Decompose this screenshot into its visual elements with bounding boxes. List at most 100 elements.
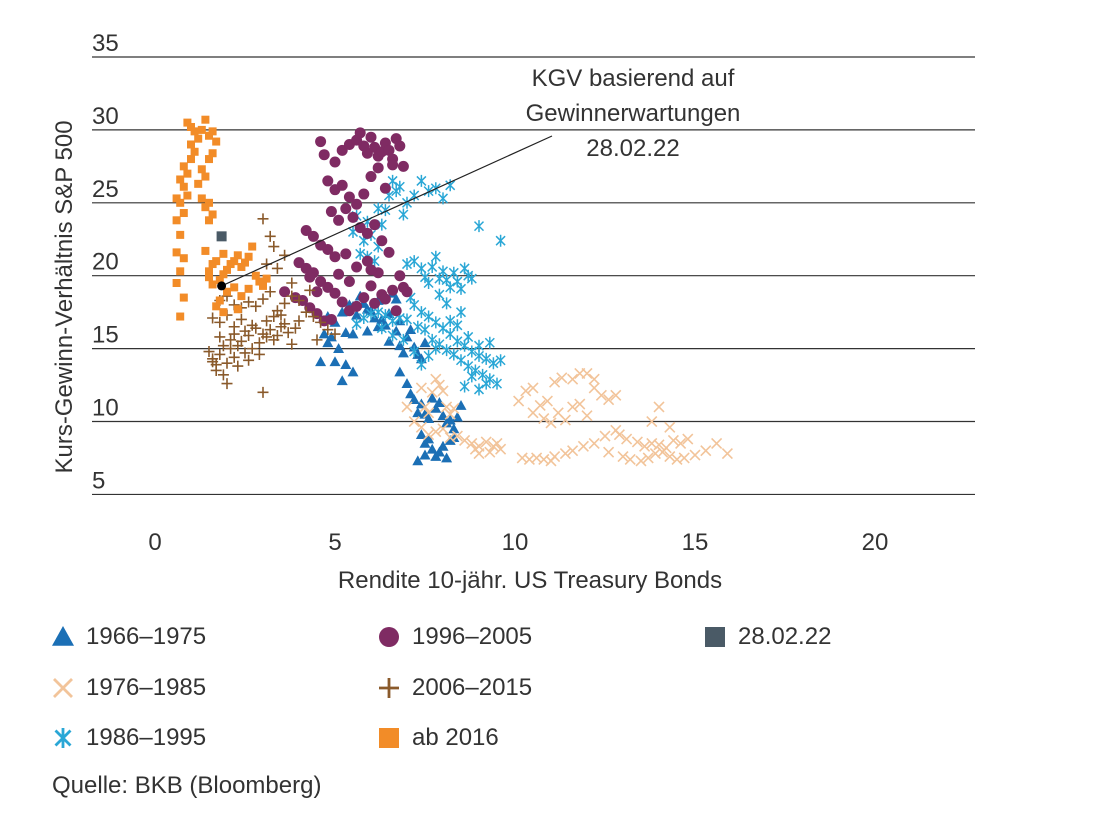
- point-square: [205, 198, 213, 207]
- point-triangle: [315, 356, 327, 367]
- point-x: [613, 429, 625, 441]
- point-plus: [261, 331, 273, 343]
- point-plus: [264, 230, 276, 242]
- point-triangle: [423, 433, 435, 444]
- legend-circle-icon: [379, 627, 399, 647]
- point-x: [531, 452, 543, 464]
- point-square: [179, 162, 188, 171]
- y-axis-title: Kurs-Gewinn-Verhältnis S&P 500: [51, 120, 78, 473]
- point-plus: [210, 364, 222, 376]
- point-asterisk: [452, 335, 463, 348]
- point-asterisk: [416, 174, 427, 187]
- point-x: [495, 443, 507, 455]
- series-1996–2005: [279, 127, 413, 327]
- point-square: [201, 246, 210, 255]
- point-square: [179, 182, 188, 191]
- point-plus: [243, 329, 255, 341]
- point-square: [187, 140, 195, 149]
- point-square: [223, 287, 231, 296]
- point-x: [581, 367, 593, 379]
- point-x: [469, 443, 481, 455]
- point-triangle: [351, 309, 363, 320]
- point-x: [491, 437, 503, 449]
- point-asterisk: [491, 377, 503, 390]
- point-asterisk: [358, 311, 369, 324]
- point-plus: [214, 348, 226, 360]
- series-1986–1995: [347, 174, 506, 396]
- point-x: [653, 401, 665, 413]
- point-x: [408, 415, 420, 428]
- point-plus: [232, 360, 244, 372]
- point-plus: [221, 357, 233, 369]
- point-plus: [264, 324, 276, 336]
- x-tick-label: 10: [502, 529, 529, 556]
- point-plus: [253, 337, 265, 349]
- point-x: [567, 373, 579, 385]
- point-x: [689, 449, 701, 461]
- point-square: [205, 216, 213, 225]
- legend-label: 1976–1985: [86, 674, 207, 701]
- point-plus: [250, 300, 262, 312]
- point-plus: [282, 327, 294, 339]
- point-x: [577, 440, 589, 452]
- point-circle: [304, 271, 316, 283]
- point-x: [574, 398, 586, 410]
- point-triangle: [426, 392, 438, 403]
- point-plus: [322, 324, 334, 336]
- point-square: [205, 273, 213, 282]
- point-plus: [268, 241, 280, 253]
- point-square: [230, 257, 239, 266]
- y-tick-label: 35: [92, 30, 119, 57]
- legend-item: 1976–1985: [48, 671, 206, 705]
- point-plus: [203, 346, 215, 358]
- point-square: [262, 274, 271, 283]
- point-plus: [207, 312, 219, 324]
- point-circle: [325, 206, 337, 218]
- point-x: [430, 373, 442, 385]
- point-square: [212, 302, 221, 311]
- point-triangle: [412, 455, 424, 466]
- point-x: [466, 437, 478, 449]
- point-triangle: [419, 337, 431, 348]
- point-triangle: [322, 337, 334, 348]
- source-note: Quelle: BKB (Bloomberg): [52, 772, 322, 799]
- x-tick-label: 20: [862, 529, 889, 556]
- point-triangle: [361, 325, 373, 336]
- annotation-text-line: Gewinnerwartungen: [526, 100, 741, 127]
- point-plus: [289, 322, 301, 334]
- point-asterisk: [495, 234, 506, 247]
- point-x: [610, 389, 622, 401]
- point-square: [237, 262, 246, 271]
- legend-item: 1996–2005: [374, 620, 532, 654]
- point-asterisk: [376, 322, 387, 335]
- legend-label: 2006–2015: [412, 674, 533, 701]
- point-square: [176, 175, 185, 184]
- point-triangle: [412, 407, 424, 418]
- point-triangle: [444, 414, 456, 425]
- point-asterisk: [466, 272, 477, 285]
- data-points: [172, 115, 733, 467]
- legend: 1966–1975 1996–2005 28.02.22 1976–1985 2006–…: [48, 620, 1108, 760]
- point-x: [657, 446, 669, 458]
- point-asterisk: [394, 180, 405, 193]
- point-square: [172, 216, 181, 225]
- point-x: [653, 439, 665, 451]
- point-asterisk: [387, 314, 398, 327]
- point-circle: [340, 203, 352, 215]
- point-square: [176, 312, 185, 321]
- point-x: [595, 389, 607, 401]
- point-x: [646, 415, 658, 428]
- point-triangle: [340, 359, 352, 370]
- point-asterisk: [481, 352, 492, 365]
- point-circle: [351, 300, 363, 312]
- point-asterisk: [416, 306, 427, 319]
- series-1966–1975: [315, 287, 467, 466]
- point-square: [215, 296, 224, 305]
- point-asterisk: [423, 310, 434, 323]
- point-plus: [279, 318, 291, 330]
- point-circle: [387, 284, 399, 296]
- point-x: [480, 436, 492, 448]
- point-square: [201, 203, 210, 212]
- point-square: [176, 267, 185, 276]
- point-x: [682, 433, 694, 445]
